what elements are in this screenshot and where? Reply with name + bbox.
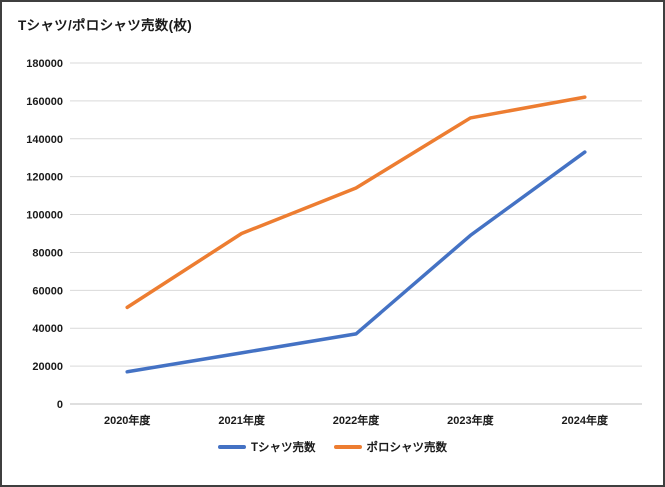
y-axis-tick-label: 0 bbox=[57, 399, 63, 411]
x-axis-tick-label: 2023年度 bbox=[447, 413, 494, 427]
chart-legend: Tシャツ売数 ポロシャツ売数 bbox=[2, 439, 663, 455]
legend-line-swatch bbox=[333, 445, 362, 449]
legend-item: ポロシャツ売数 bbox=[333, 439, 448, 455]
legend-item: Tシャツ売数 bbox=[217, 439, 316, 455]
legend-label: ポロシャツ売数 bbox=[366, 442, 448, 454]
y-axis-tick-label: 60000 bbox=[32, 285, 63, 297]
series-line-Tシャツ売数 bbox=[125, 150, 587, 374]
x-axis-tick-label: 2020年度 bbox=[104, 413, 151, 427]
x-axis-tick-label: 2021年度 bbox=[218, 413, 265, 427]
y-axis-tick-label: 140000 bbox=[26, 134, 63, 146]
series-line-ポロシャツ売数 bbox=[125, 95, 587, 310]
legend-line-swatch bbox=[217, 445, 246, 449]
y-axis-tick-label: 20000 bbox=[32, 361, 63, 373]
line-chart-plot-area: 0 20000 40000 60000 80000 100000 120000 140000 1… bbox=[26, 58, 642, 427]
y-axis-tick-label: 180000 bbox=[26, 58, 63, 70]
legend-label: Tシャツ売数 bbox=[250, 442, 316, 454]
x-axis-tick-label: 2022年度 bbox=[333, 413, 380, 427]
y-axis-tick-label: 120000 bbox=[26, 172, 63, 184]
y-axis-tick-label: 100000 bbox=[26, 210, 63, 222]
y-axis-tick-label: 160000 bbox=[26, 96, 63, 108]
x-axis-tick-label: 2024年度 bbox=[562, 413, 609, 427]
y-axis-tick-label: 80000 bbox=[32, 247, 63, 259]
y-axis-tick-label: 40000 bbox=[32, 323, 63, 335]
chart-title: Tシャツ/ポロシャツ売数(枚) bbox=[18, 18, 192, 33]
